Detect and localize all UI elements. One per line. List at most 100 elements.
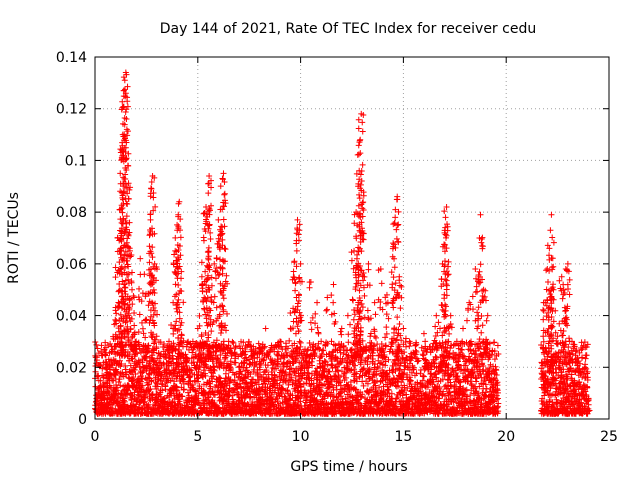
noise-point [94, 345, 101, 352]
data-point [137, 255, 144, 262]
noise-point [491, 356, 498, 363]
noise-point [269, 365, 276, 372]
noise-point [148, 377, 155, 384]
noise-point [113, 368, 120, 375]
noise-point [215, 389, 222, 396]
noise-point [210, 356, 217, 363]
noise-point [209, 378, 216, 385]
spread-point [117, 311, 124, 318]
noise-point [92, 368, 99, 375]
spread-point [147, 190, 154, 197]
noise-point [205, 379, 212, 386]
spread-point [113, 310, 120, 317]
data-point [129, 286, 136, 293]
noise-point [157, 339, 164, 346]
noise-point [107, 340, 114, 347]
noise-point [139, 375, 146, 382]
noise-point [227, 345, 234, 352]
noise-point [232, 359, 239, 366]
noise-point [145, 342, 152, 349]
spread-point [172, 234, 179, 241]
noise-point [226, 363, 233, 370]
spread-point [146, 259, 153, 266]
noise-point [147, 386, 154, 393]
noise-point [174, 387, 181, 394]
noise-point [159, 387, 166, 394]
spread-point [118, 206, 125, 213]
noise-point [203, 405, 210, 412]
noise-point [177, 401, 184, 408]
noise-point [130, 374, 137, 381]
noise-point [128, 392, 135, 399]
noise-point [461, 367, 468, 374]
noise-point [230, 340, 237, 347]
noise-point [196, 364, 203, 371]
spread-point [142, 316, 149, 323]
noise-point [207, 383, 214, 390]
data-point [147, 216, 154, 223]
noise-point [97, 377, 104, 384]
noise-point [220, 401, 227, 408]
spread-point [122, 284, 129, 291]
noise-point [190, 344, 197, 351]
noise-point [134, 394, 141, 401]
noise-point [162, 350, 169, 357]
noise-point [179, 393, 186, 400]
noise-point [459, 346, 466, 353]
noise-point [124, 391, 131, 398]
spread-point [119, 98, 126, 105]
data-point [121, 77, 128, 84]
noise-point [170, 355, 177, 362]
noise-point [184, 339, 191, 346]
noise-point [202, 372, 209, 379]
spread-point [149, 254, 156, 261]
spread-point [173, 318, 180, 325]
noise-point [116, 376, 123, 383]
noise-point [170, 340, 177, 347]
spread-point [131, 322, 138, 329]
noise-point [345, 339, 352, 346]
noise-point [211, 391, 218, 398]
noise-point [393, 383, 400, 390]
noise-point [195, 395, 202, 402]
spread-point [150, 194, 157, 201]
noise-point [189, 349, 196, 356]
noise-point [144, 381, 151, 388]
noise-point [181, 386, 188, 393]
data-point [108, 343, 115, 350]
noise-point [136, 392, 143, 399]
spread-point [136, 285, 143, 292]
noise-point [192, 388, 199, 395]
noise-point [490, 339, 497, 346]
noise-point [157, 359, 164, 366]
noise-point [123, 371, 130, 378]
noise-point [468, 382, 475, 389]
noise-point [119, 369, 126, 376]
noise-point [156, 355, 163, 362]
spread-point [146, 232, 153, 239]
noise-point [159, 344, 166, 351]
noise-point [224, 382, 230, 389]
noise-point [407, 377, 414, 384]
noise-point [194, 375, 201, 382]
data-points [92, 69, 593, 417]
noise-point [229, 392, 236, 399]
noise-point [121, 395, 128, 402]
noise-point [193, 362, 200, 369]
spread-point [146, 243, 153, 250]
spread-point [123, 220, 130, 227]
noise-point [306, 340, 313, 347]
noise-point [171, 395, 178, 402]
noise-point [139, 382, 146, 389]
noise-point [230, 398, 237, 405]
grid-lines [95, 57, 609, 419]
spread-point [139, 325, 146, 332]
noise-point [195, 368, 202, 375]
noise-point [99, 365, 106, 372]
noise-point [102, 339, 109, 346]
noise-point [494, 342, 501, 349]
spread-point [117, 170, 124, 177]
noise-point [161, 340, 168, 347]
spread-point [136, 311, 143, 318]
noise-point [98, 348, 105, 355]
